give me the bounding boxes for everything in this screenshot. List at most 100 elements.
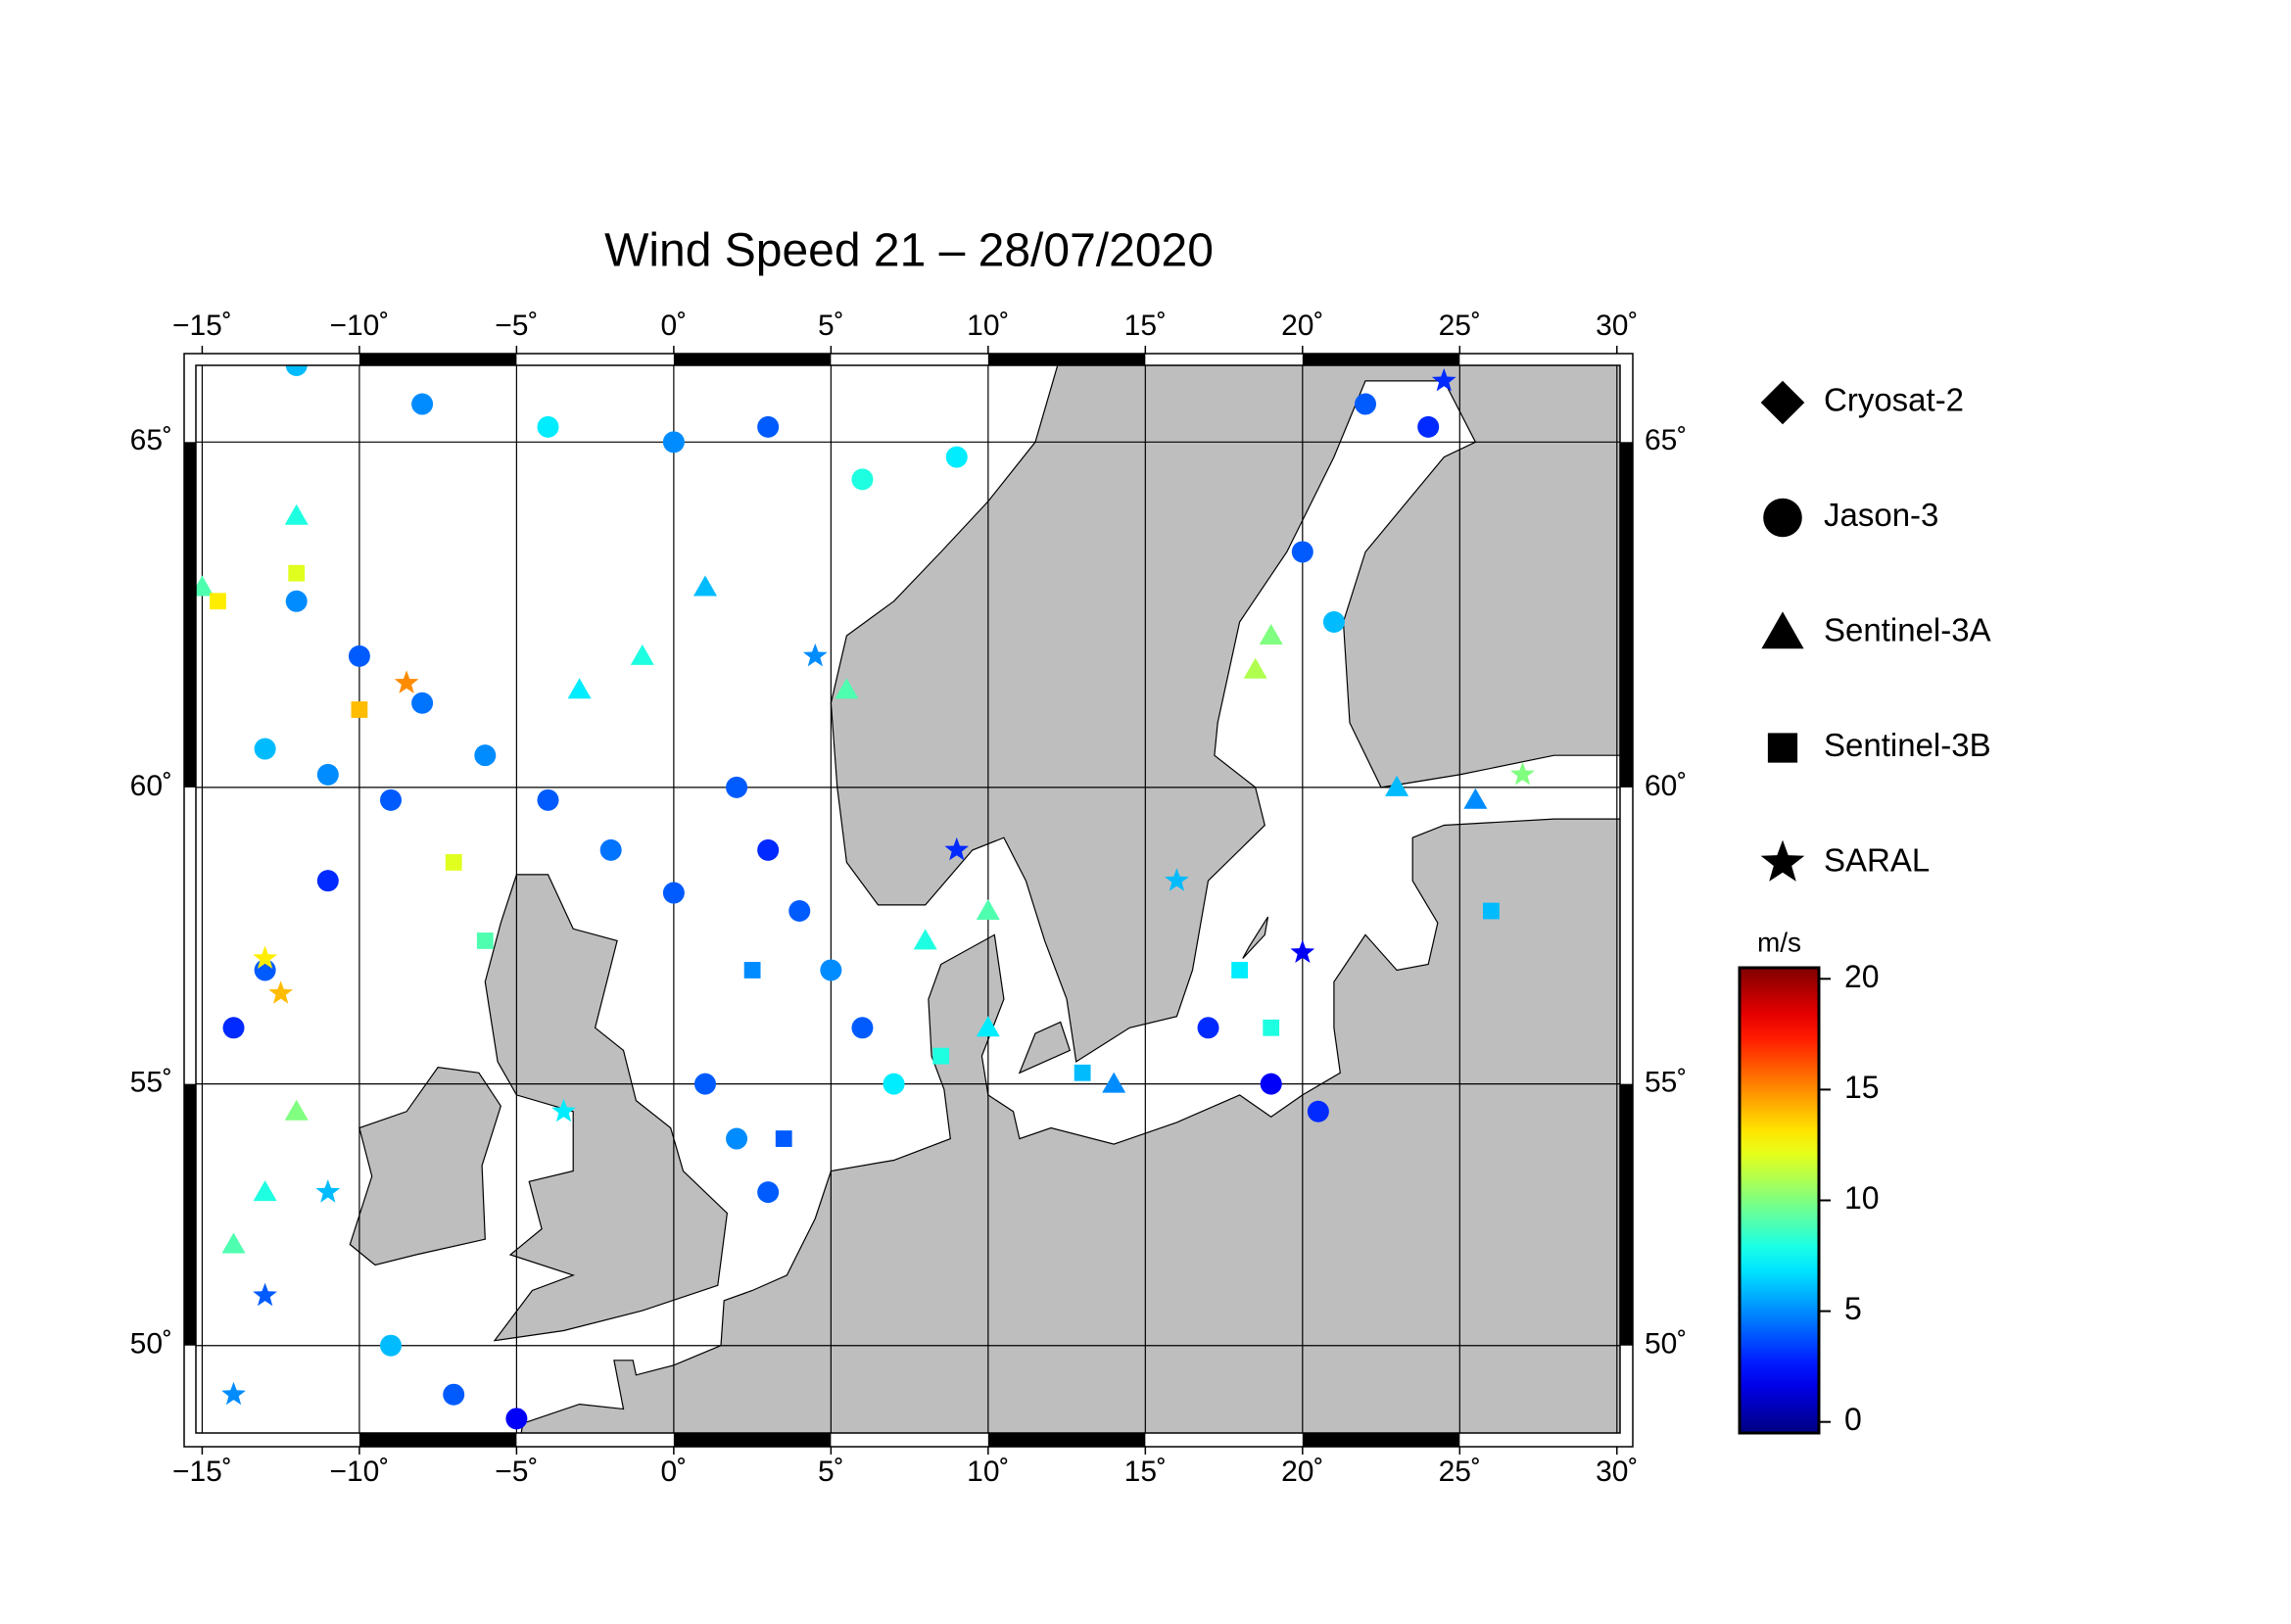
point: [743, 962, 761, 979]
point: [693, 1073, 716, 1095]
landmass: [484, 874, 729, 1342]
x-tick-label: 0˚: [661, 1456, 688, 1488]
legend-label: Sentinel-3B: [1824, 727, 1991, 763]
point: [380, 788, 403, 811]
x-tick-label: 20˚: [1281, 1456, 1323, 1488]
point: [788, 900, 811, 923]
point: [757, 415, 780, 438]
point: [820, 959, 842, 981]
legend-marker: [1767, 733, 1798, 763]
legend: Cryosat-2 Jason-3 Sentinel-3A Sentinel-3B SA…: [1760, 380, 1991, 882]
y-tick-label: 65˚: [130, 424, 172, 456]
y-tick-label: 55˚: [1645, 1067, 1687, 1099]
point: [285, 365, 308, 376]
x-tick-label: −15˚: [172, 1456, 232, 1488]
legend-label: SARAL: [1824, 842, 1930, 879]
legend-label: Sentinel-3A: [1824, 612, 1991, 648]
frame-bar: [184, 1083, 196, 1346]
point: [443, 1383, 465, 1406]
y-tick-label: 55˚: [130, 1067, 172, 1099]
point: [380, 1334, 403, 1357]
point: [1231, 962, 1249, 979]
point: [288, 564, 306, 582]
point: [726, 1127, 748, 1150]
frame-bar: [673, 1433, 832, 1447]
chart-title: Wind Speed 21 – 28/07/2020: [604, 225, 1214, 277]
point: [222, 1017, 245, 1039]
point: [1243, 657, 1267, 679]
x-tick-label: 25˚: [1439, 310, 1481, 342]
point: [1263, 1019, 1280, 1036]
landmass: [1242, 916, 1269, 959]
x-tick-label: 15˚: [1124, 1456, 1167, 1488]
point: [1322, 610, 1345, 633]
point: [284, 1099, 309, 1121]
point: [253, 1282, 277, 1307]
point: [1385, 775, 1409, 796]
landmass: [1018, 1021, 1072, 1075]
point: [835, 678, 859, 699]
frame-bar: [358, 1433, 517, 1447]
legend-marker: [1761, 611, 1804, 649]
frame-bar: [987, 1433, 1146, 1447]
x-tick-label: 0˚: [661, 310, 688, 342]
point: [802, 643, 828, 667]
legend-label: Jason-3: [1824, 497, 1938, 533]
point: [1463, 788, 1488, 809]
point: [348, 645, 370, 667]
frame-bar: [358, 354, 517, 365]
point: [411, 393, 434, 415]
y-tick-label: 65˚: [1645, 424, 1687, 456]
y-tick-label: 50˚: [130, 1328, 172, 1361]
colorbar-tick-label: 15: [1844, 1070, 1880, 1105]
colorbar-tick-label: 5: [1844, 1291, 1862, 1326]
x-tick-label: 15˚: [1124, 310, 1167, 342]
point: [351, 701, 368, 718]
point: [316, 870, 339, 892]
point: [268, 980, 293, 1004]
x-tick-label: 25˚: [1439, 1456, 1481, 1488]
y-tick-label: 50˚: [1645, 1328, 1687, 1361]
legend-label: Cryosat-2: [1824, 382, 1964, 418]
point: [221, 1232, 246, 1254]
point: [757, 838, 780, 861]
x-tick-label: 5˚: [818, 310, 844, 342]
point: [1307, 1100, 1329, 1122]
point: [567, 678, 592, 699]
legend-marker: [1760, 839, 1805, 882]
point: [944, 836, 970, 861]
frame-outer: [183, 353, 1634, 1448]
point: [474, 744, 497, 767]
colorbar: m/s 0 5 10 15 20: [1738, 927, 1880, 1437]
point: [1431, 367, 1456, 392]
frame-inner: [195, 364, 1621, 1434]
point: [315, 1179, 341, 1203]
x-tick-label: 10˚: [967, 310, 1009, 342]
point: [254, 738, 276, 760]
x-tick-label: −10˚: [329, 1456, 389, 1488]
grid: [196, 365, 1620, 1433]
point: [775, 1130, 792, 1147]
frame-bar: [1620, 1083, 1633, 1346]
point: [1355, 393, 1377, 415]
point: [851, 1017, 874, 1039]
point: [1290, 939, 1315, 963]
point: [1483, 902, 1500, 920]
x-tick-label: −5˚: [495, 1456, 538, 1488]
point: [253, 1180, 277, 1202]
point: [284, 503, 309, 525]
point: [1102, 1072, 1126, 1093]
frame-bar: [1302, 354, 1460, 365]
point: [196, 575, 215, 597]
colorbar-scale: [1738, 966, 1821, 1435]
point: [662, 431, 685, 454]
points: [196, 365, 1535, 1430]
point: [693, 575, 717, 597]
point: [1291, 541, 1313, 563]
x-tick-label: −15˚: [172, 310, 232, 342]
point: [1074, 1064, 1091, 1081]
colorbar-tick-label: 10: [1844, 1180, 1880, 1216]
point: [537, 788, 559, 811]
x-tick-label: 5˚: [818, 1456, 844, 1488]
point: [445, 854, 462, 871]
